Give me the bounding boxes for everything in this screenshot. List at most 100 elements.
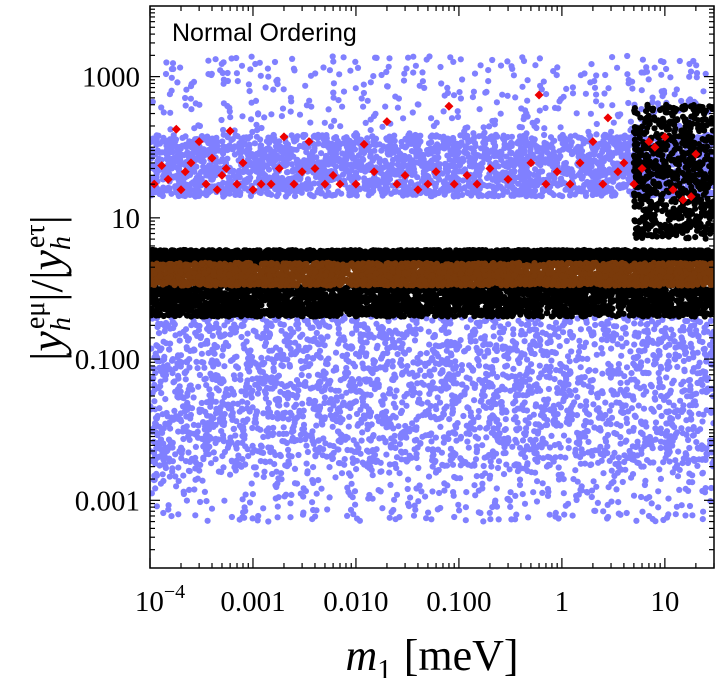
blue-points-band0-point xyxy=(567,331,574,338)
blue-points-band0-point xyxy=(468,364,475,371)
blue-points-band0-point xyxy=(438,414,445,421)
blue-points-band0-point xyxy=(592,321,599,329)
blue-points-band0-point xyxy=(554,385,561,392)
blue-points-band0-point xyxy=(593,351,600,358)
blue-points-band0-point xyxy=(287,380,294,388)
blue-points-band0-point xyxy=(618,352,625,359)
blue-points-band0-point xyxy=(185,403,192,410)
blue-points-band0-point xyxy=(576,435,583,442)
blue-points-band0-point xyxy=(562,393,570,400)
blue-points-band1-point xyxy=(153,136,160,143)
blue-points-band0-point xyxy=(204,412,211,419)
blue-points-band1-point xyxy=(423,172,430,179)
blue-points-band0-point xyxy=(271,461,278,468)
blue-points-band0-point xyxy=(679,460,686,467)
blue-points-band0-point xyxy=(640,383,648,390)
blue-points-band0-point xyxy=(532,401,540,408)
blue-points-band0-point xyxy=(388,441,395,449)
blue-points-band0-point xyxy=(156,453,163,460)
blue-points-band0-point xyxy=(172,365,179,372)
blue-points-band1-point xyxy=(283,169,291,176)
blue-points-band0-point xyxy=(427,414,435,421)
blue-points-band0-point xyxy=(243,383,250,390)
blue-points-band0-point xyxy=(399,371,406,378)
blue-points-band0-point xyxy=(215,360,222,367)
blue-points-band0-point xyxy=(522,431,529,439)
blue-points-band0-point xyxy=(652,357,659,364)
blue-points-band0-point xyxy=(214,343,221,350)
blue-points-band0-point xyxy=(297,437,304,444)
blue-points-band0-point xyxy=(457,433,465,440)
blue-points-band0-point xyxy=(324,361,331,368)
blue-points-band0-point xyxy=(448,352,455,359)
blue-points-band0-point xyxy=(431,348,438,355)
blue-points-band0-point xyxy=(635,330,642,337)
blue-points-band0-point xyxy=(257,442,265,449)
blue-points-band0-point xyxy=(304,448,311,456)
blue-points-band0-point xyxy=(474,347,481,354)
blue-points-band0-point xyxy=(403,402,410,409)
blue-points-band0-point xyxy=(185,449,192,456)
blue-points-band0-point xyxy=(566,318,574,325)
blue-points-band0-point xyxy=(461,348,468,355)
blue-points-band0-point xyxy=(275,397,283,405)
blue-points-band0-point xyxy=(432,360,439,367)
blue-points-band0-point xyxy=(583,398,590,405)
blue-points-band0-point xyxy=(519,437,527,444)
blue-points-band0-point xyxy=(542,401,550,408)
blue-points-band0-point xyxy=(699,338,706,346)
blue-points-band0-point xyxy=(522,372,529,379)
blue-points-band0-point xyxy=(260,330,267,337)
blue-points-band0-point xyxy=(615,366,622,373)
blue-points-band0-point xyxy=(370,357,377,364)
blue-points-band0-point xyxy=(257,458,264,465)
blue-points-band0-point xyxy=(443,403,450,410)
blue-points-band0-point xyxy=(670,377,677,384)
blue-points-band0-point xyxy=(284,356,291,363)
blue-points-band0-point xyxy=(555,325,562,332)
blue-points-band0-point xyxy=(545,385,553,393)
blue-points-band0-point xyxy=(373,446,380,453)
blue-points-band1-point xyxy=(624,170,631,177)
blue-points-band0-point xyxy=(289,434,296,441)
blue-points-band0-point xyxy=(554,389,561,396)
blue-points-band0-point xyxy=(387,390,394,397)
blue-points-band0-point xyxy=(230,425,238,432)
blue-points-band1-point xyxy=(575,185,583,192)
blue-points-band0-point xyxy=(206,327,213,335)
blue-points-band0-point xyxy=(327,412,334,419)
blue-points-band0-point xyxy=(274,410,281,417)
blue-points-band0-point xyxy=(578,446,585,453)
blue-points-band1-point xyxy=(150,192,155,199)
blue-points-band0-point xyxy=(339,317,346,324)
blue-points-band0-point xyxy=(513,427,521,434)
blue-points-band0-point xyxy=(475,413,482,421)
blue-points-band1-point xyxy=(251,162,258,170)
blue-points-band0-point xyxy=(311,400,318,407)
blue-points-band0-point xyxy=(418,400,425,407)
blue-points-band0-point xyxy=(392,404,399,411)
blue-points-band0-point xyxy=(675,448,682,455)
blue-points-band0-point xyxy=(526,327,533,334)
blue-points-band0-point xyxy=(366,413,374,420)
blue-points-band1-point xyxy=(481,150,488,157)
blue-points-band0-point xyxy=(484,424,491,431)
blue-points-band0-point xyxy=(431,331,438,339)
blue-points-band0-point xyxy=(263,374,271,381)
blue-points-band1-point xyxy=(507,142,514,149)
blue-points-band0-point xyxy=(200,454,207,461)
blue-points-band1-point xyxy=(228,137,235,144)
blue-points-band0-point xyxy=(220,438,227,445)
blue-points-band1-point xyxy=(531,192,538,199)
blue-points-band0-point xyxy=(587,419,594,426)
blue-points-band0-point xyxy=(445,435,452,443)
blue-points-band0-point xyxy=(623,437,630,444)
blue-points-band0-point xyxy=(299,400,306,407)
blue-points-band0-point xyxy=(212,456,219,463)
blue-points-band0-point xyxy=(651,326,658,333)
blue-points-band0-point xyxy=(446,416,453,423)
blue-points-band0-point xyxy=(349,459,357,466)
blue-points-band0-point xyxy=(608,345,615,352)
blue-points-band1-point xyxy=(476,172,483,179)
blue-points-band0-point xyxy=(473,319,480,326)
